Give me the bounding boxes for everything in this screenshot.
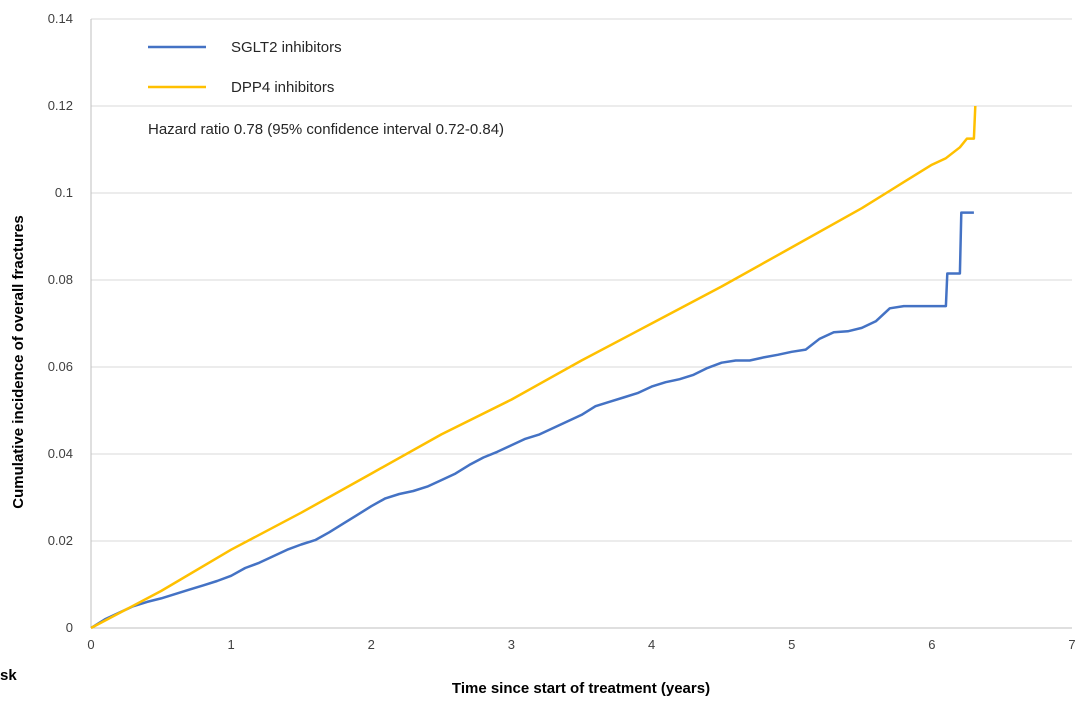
axes (90, 19, 1072, 629)
x-axis-title: Time since start of treatment (years) (452, 680, 710, 697)
y-tick-label: 0.14 (48, 11, 73, 26)
tick-labels: 0 0.02 0.04 0.06 0.08 0.1 0.12 0.14 0 1 2 3 4 5 6 7 (48, 11, 1076, 652)
series-line-sglt2 (90, 211, 974, 630)
cut-off-label: sk (0, 667, 17, 684)
y-tick-label: 0 (66, 620, 73, 635)
x-tick-label: 4 (648, 637, 655, 652)
x-tick-label: 0 (87, 637, 94, 652)
x-tick-label: 3 (508, 637, 515, 652)
y-tick-label: 0.1 (55, 185, 73, 200)
legend-label-sglt2: SGLT2 inhibitors (231, 39, 342, 56)
x-tick-label: 6 (928, 637, 935, 652)
x-tick-label: 2 (368, 637, 375, 652)
hazard-ratio-annotation: Hazard ratio 0.78 (95% confidence interv… (148, 121, 504, 138)
y-tick-label: 0.08 (48, 272, 73, 287)
grid-lines (91, 18, 1072, 542)
y-axis-title: Cumulative incidence of overall fracture… (10, 215, 27, 508)
x-tick-label: 5 (788, 637, 795, 652)
y-tick-label: 0.12 (48, 98, 73, 113)
y-tick-label: 0.02 (48, 533, 73, 548)
y-tick-label: 0.06 (48, 359, 73, 374)
legend: SGLT2 inhibitors DPP4 inhibitors (148, 39, 342, 96)
legend-label-dpp4: DPP4 inhibitors (231, 79, 334, 96)
series-line-dpp4 (90, 105, 977, 630)
plot-area (90, 105, 977, 630)
y-tick-label: 0.04 (48, 446, 73, 461)
x-tick-label: 7 (1068, 637, 1075, 652)
x-tick-label: 1 (228, 637, 235, 652)
